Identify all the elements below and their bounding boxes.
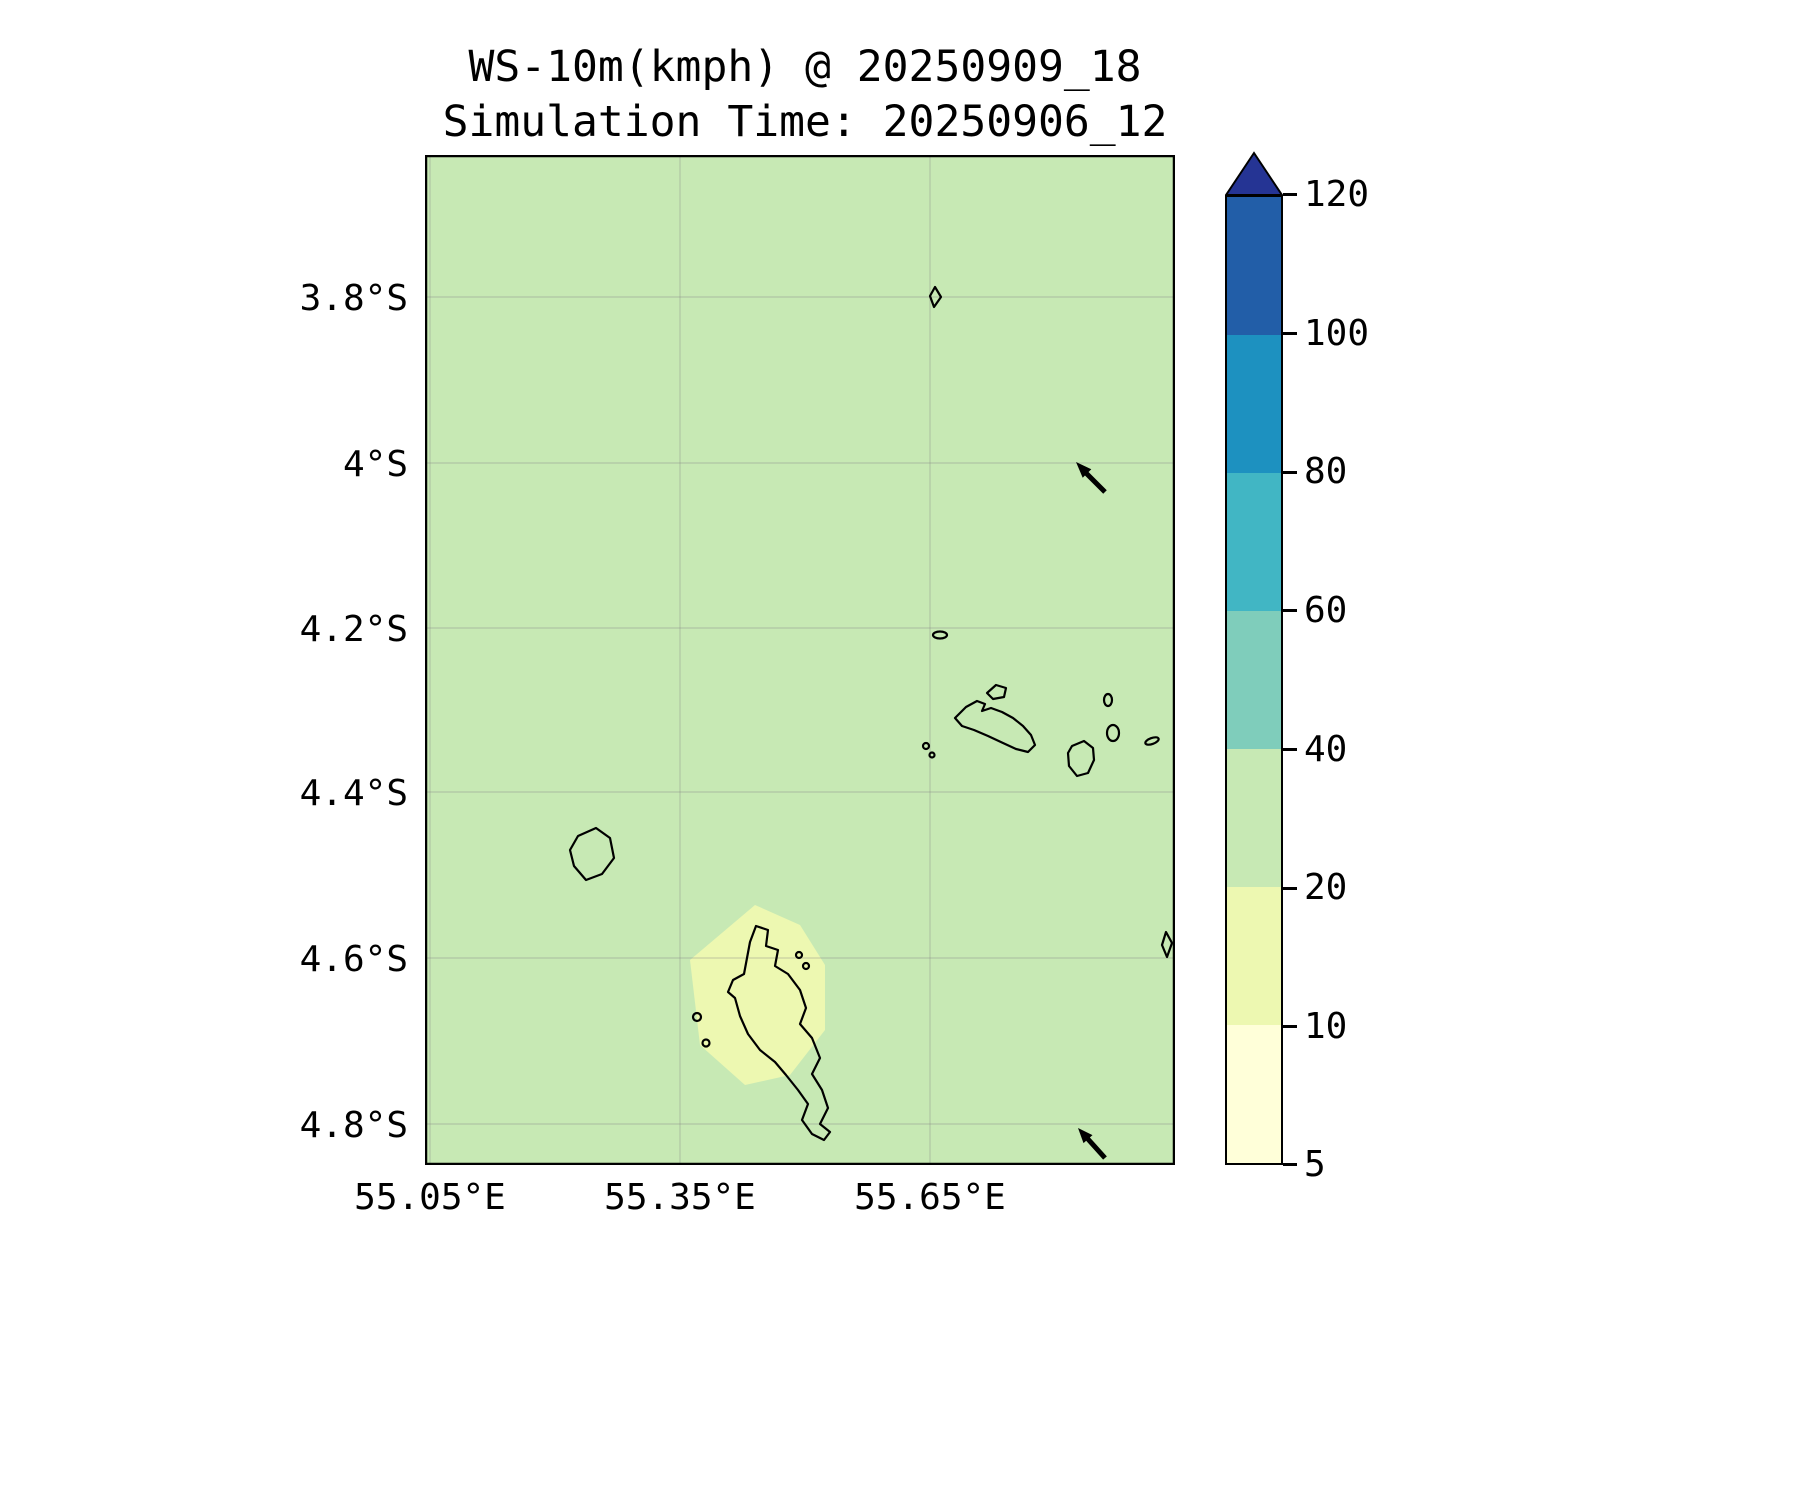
wind-vector-arrow bbox=[1076, 462, 1107, 494]
colorbar-tick-label: 20 bbox=[1304, 867, 1348, 908]
island-coastline-islet bbox=[985, 683, 1008, 701]
colorbar-tick-label: 60 bbox=[1304, 590, 1348, 631]
island-coastline-islet bbox=[691, 1011, 703, 1023]
colorbar-segment bbox=[1227, 335, 1281, 473]
island-coastline-islet bbox=[1144, 736, 1160, 746]
island-coastlines bbox=[568, 285, 1174, 1142]
island-coastline-islet bbox=[928, 285, 943, 309]
island-coastline-islet bbox=[931, 630, 949, 640]
colorbar-tick bbox=[1283, 748, 1297, 751]
arrow-shaft bbox=[1084, 471, 1107, 494]
colorbar-segment bbox=[1227, 1025, 1281, 1163]
colorbar-tick bbox=[1283, 332, 1297, 335]
lon-tick-label: 55.05°E bbox=[354, 1177, 506, 1218]
colorbar-extend-shape bbox=[1225, 151, 1283, 195]
colorbar-tick bbox=[1283, 887, 1297, 890]
lat-tick-label: 4.8°S bbox=[299, 1105, 408, 1146]
colorbar-tick-label: 120 bbox=[1304, 174, 1370, 215]
colorbar-segment bbox=[1227, 749, 1281, 887]
island-coastline-islet bbox=[1160, 930, 1174, 959]
island-coastline-main bbox=[726, 924, 832, 1142]
figure-title-line2: Simulation Time: 20250906_12 bbox=[442, 97, 1168, 147]
arrow-head bbox=[1076, 462, 1092, 478]
colorbar-segment bbox=[1227, 197, 1281, 335]
colorbar-tick-label: 5 bbox=[1304, 1144, 1326, 1185]
colorbar-tick bbox=[1283, 609, 1297, 612]
lat-tick-label: 4.4°S bbox=[299, 773, 408, 814]
colorbar-segment bbox=[1227, 887, 1281, 1025]
colorbar-tick-label: 80 bbox=[1304, 451, 1348, 492]
lat-tick-label: 4.6°S bbox=[299, 939, 408, 980]
island-coastline-west bbox=[568, 826, 616, 882]
lat-tick-label: 4°S bbox=[342, 444, 408, 485]
figure-title: WS-10m(kmph) @ 20250909_18 Simulation Ti… bbox=[425, 40, 1185, 150]
colorbar-tick bbox=[1283, 1025, 1297, 1028]
colorbar-tick bbox=[1283, 193, 1297, 196]
colorbar-tick-label: 10 bbox=[1304, 1006, 1348, 1047]
lat-tick-label: 4.2°S bbox=[299, 609, 408, 650]
figure-title-line1: WS-10m(kmph) @ 20250909_18 bbox=[468, 42, 1142, 92]
lon-tick-label: 55.35°E bbox=[604, 1177, 756, 1218]
colorbar-tick bbox=[1283, 471, 1297, 474]
colorbar-segment bbox=[1227, 611, 1281, 749]
lat-tick-label: 3.8°S bbox=[299, 278, 408, 319]
map-frame bbox=[425, 155, 1175, 1165]
map-gridlines bbox=[426, 156, 1174, 1164]
island-coastline-islet bbox=[1102, 692, 1114, 708]
colorbar-tick bbox=[1283, 1163, 1297, 1166]
island-coastline-islet bbox=[794, 950, 804, 960]
wind-vector-arrows bbox=[1076, 462, 1107, 1160]
island-coastline-islet bbox=[801, 961, 811, 971]
arrow-head bbox=[1078, 1128, 1093, 1144]
colorbar-tick-label: 100 bbox=[1304, 313, 1370, 354]
colorbar-extend-triangle bbox=[1225, 151, 1283, 195]
island-coastline-islet bbox=[701, 1038, 711, 1048]
wind-vector-arrow bbox=[1078, 1128, 1107, 1160]
colorbar-tick-label: 40 bbox=[1304, 729, 1348, 770]
island-coastline-islet bbox=[928, 751, 936, 759]
low-wind-contour-patch bbox=[690, 905, 825, 1085]
map-plot bbox=[425, 155, 1175, 1165]
island-coastline-northeast bbox=[953, 699, 1037, 754]
island-coastline-islet bbox=[921, 741, 931, 751]
island-coastline-east bbox=[1066, 739, 1096, 778]
arrow-shaft bbox=[1085, 1136, 1107, 1160]
island-coastline-islet bbox=[1105, 723, 1121, 743]
lon-tick-label: 55.65°E bbox=[854, 1177, 1006, 1218]
colorbar-segment bbox=[1227, 473, 1281, 611]
colorbar bbox=[1225, 195, 1283, 1165]
